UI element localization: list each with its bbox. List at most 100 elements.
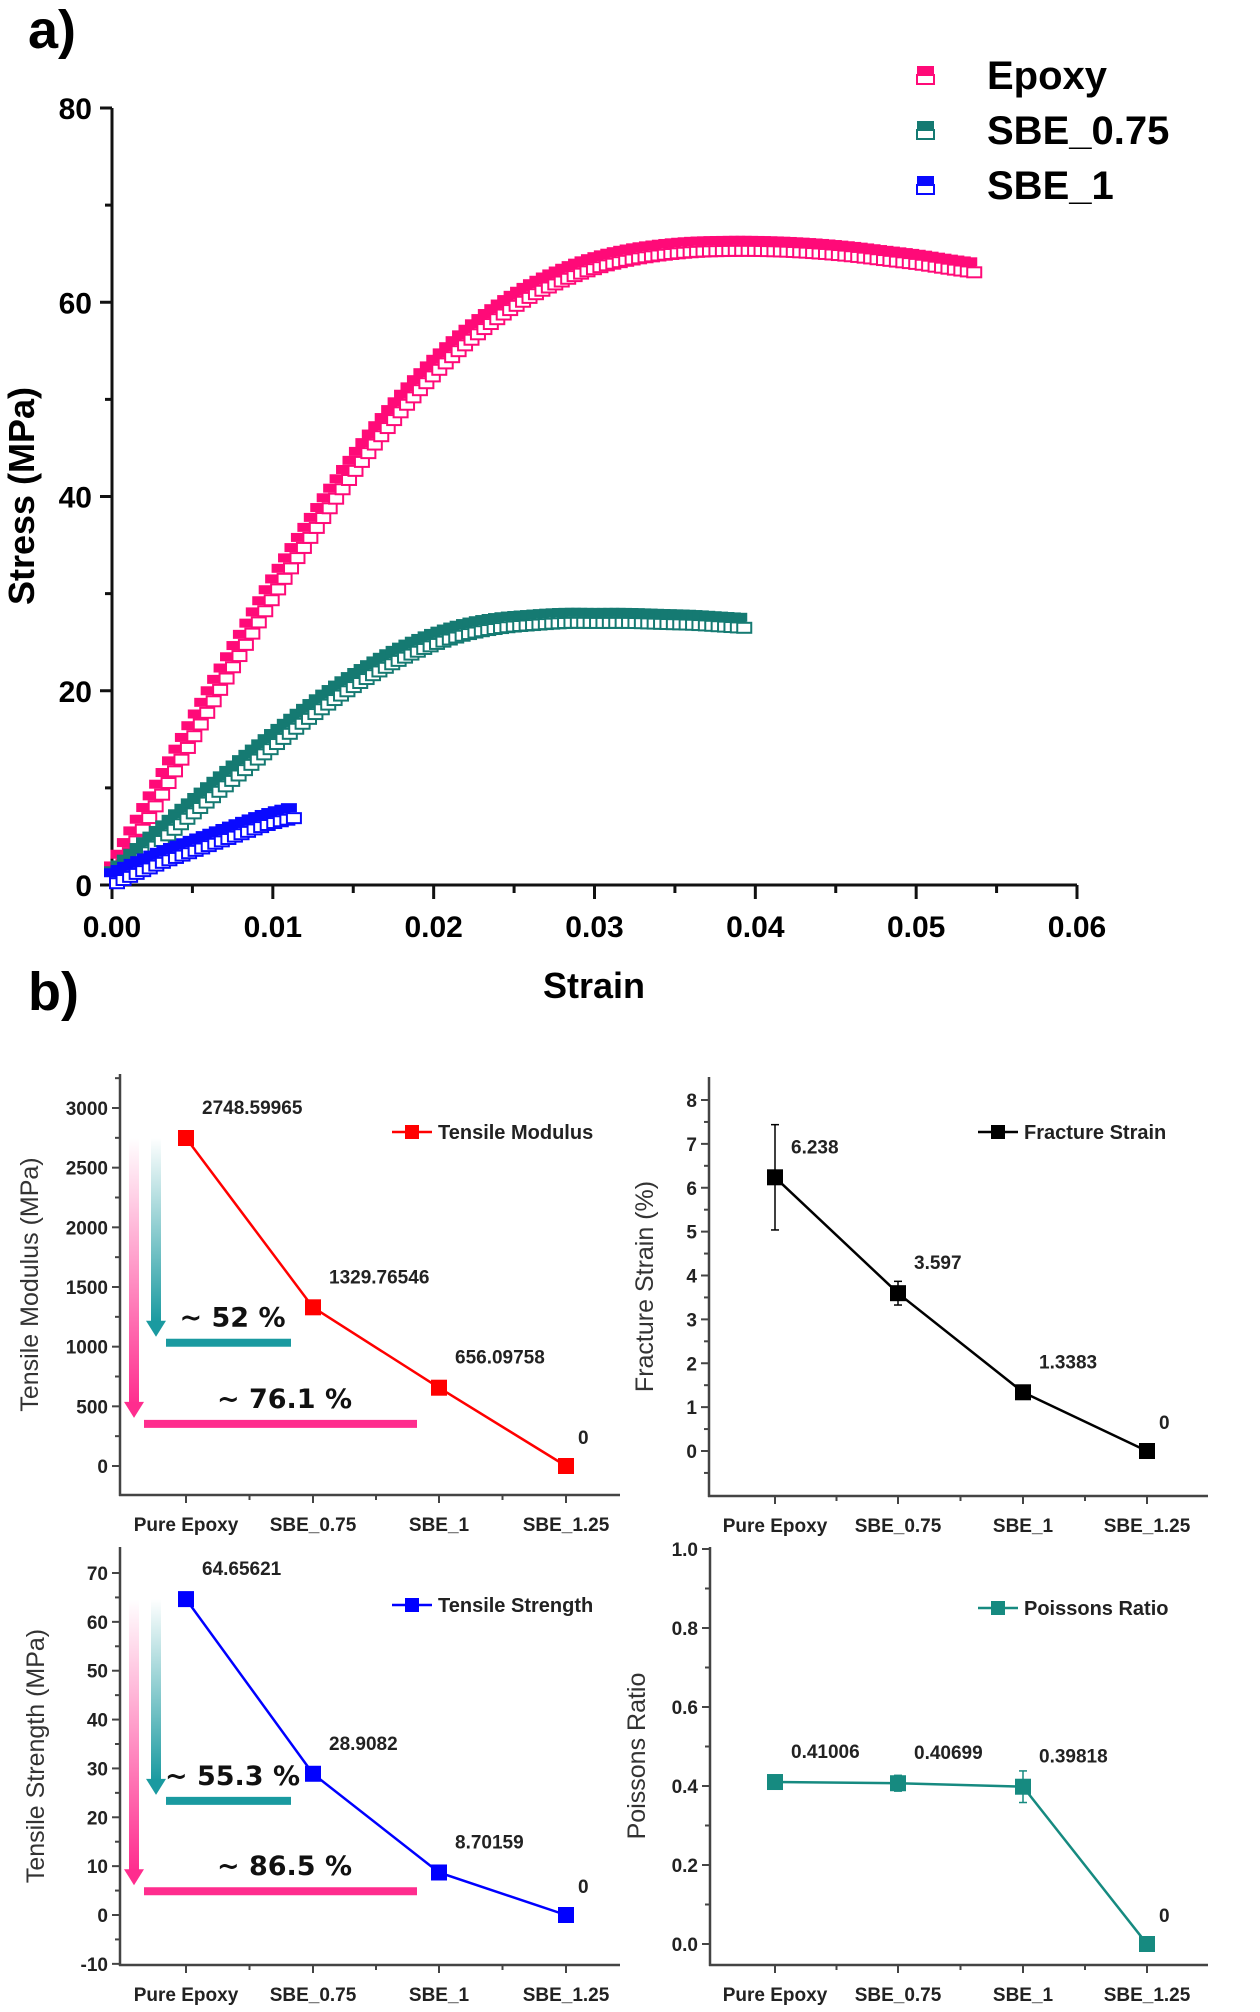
y-tick-label: 2500 xyxy=(66,1159,108,1180)
x-tick-label: 0.00 xyxy=(83,911,141,944)
data-point-marker xyxy=(278,553,295,563)
data-point-marker xyxy=(174,803,191,813)
reduction-bar xyxy=(144,1419,417,1428)
data-point-marker xyxy=(413,368,430,378)
panel-b-label: b) xyxy=(28,962,79,1022)
legend-marker-hollow-1 xyxy=(916,129,935,140)
data-point-marker xyxy=(890,1285,906,1302)
data-point-marker xyxy=(116,838,133,848)
data-point-marker xyxy=(142,791,159,801)
data-point-marker xyxy=(439,342,456,352)
legend-label: Tensile Strength xyxy=(438,1595,593,1617)
data-point-marker xyxy=(238,749,255,759)
poissons-ratio-chart: 0.0 0.2 0.4 0.6 0.8 1.0 Pure Epoxy SBE_0.75 SBE_… xyxy=(623,1540,1208,2006)
data-point-marker xyxy=(200,686,217,696)
data-point-marker xyxy=(110,849,127,859)
arrow-shaft xyxy=(129,1599,139,1872)
data-point-marker xyxy=(464,319,481,329)
reduction-arrow-1: ~ 76.1 % xyxy=(124,1138,417,1428)
data-point-marker-hollow xyxy=(167,765,184,778)
data-point-marker xyxy=(168,809,185,819)
data-point-marker xyxy=(305,1299,321,1316)
y-tick-label: 2000 xyxy=(66,1218,108,1239)
data-point-marker xyxy=(200,782,217,792)
stress-strain-chart: 0 20 40 60 80 0.00 0.01 0.02 0.03 0.04 0.05 0.06 Ep… xyxy=(1,54,1169,1006)
arrow-head-icon xyxy=(124,1401,144,1418)
y-tick-label: 3000 xyxy=(66,1099,108,1120)
data-point-marker-hollow xyxy=(192,718,209,731)
data-point-marker xyxy=(280,803,297,813)
data-point-marker-hollow xyxy=(321,502,338,515)
data-label: 0.41006 xyxy=(791,1742,860,1763)
x-tick-label: 0.06 xyxy=(1048,911,1106,944)
data-point-marker-hollow xyxy=(276,572,293,585)
data-point-marker xyxy=(431,1864,447,1881)
legend-marker xyxy=(405,1125,419,1139)
y-tick-label: 1 xyxy=(686,1398,697,1419)
data-point-marker xyxy=(220,652,237,662)
data-point-marker xyxy=(155,820,172,830)
data-point-marker xyxy=(129,843,146,853)
series-epoxy xyxy=(104,235,983,883)
data-point-marker xyxy=(336,464,353,474)
data-point-marker xyxy=(431,1379,447,1396)
data-point-marker xyxy=(302,699,319,709)
data-point-marker-hollow xyxy=(244,627,261,640)
legend-marker-hollow-2 xyxy=(916,184,935,195)
y-tick-label: 500 xyxy=(76,1397,108,1418)
x-tick-label: 0.05 xyxy=(887,911,945,944)
data-point-marker xyxy=(458,324,475,334)
data-point-marker xyxy=(161,814,178,824)
y-tick-label: 10 xyxy=(87,1857,108,1878)
data-point-marker xyxy=(284,543,301,553)
y-tick-label: 0 xyxy=(686,1442,697,1463)
arrow-head-icon xyxy=(146,1778,166,1795)
data-point-marker xyxy=(257,734,274,744)
panel-a-label: a) xyxy=(28,0,76,60)
data-point-marker xyxy=(315,689,332,699)
data-point-marker xyxy=(1015,1778,1031,1795)
data-point-marker xyxy=(168,744,185,754)
data-point-marker xyxy=(316,493,333,503)
data-label: 0.39818 xyxy=(1039,1747,1108,1768)
y-tick-label: 5 xyxy=(686,1223,697,1244)
data-point-marker xyxy=(890,1775,906,1792)
y-axis-title: Stress (MPa) xyxy=(1,387,42,605)
legend-marker-1 xyxy=(917,121,934,130)
y-axis-title: Tensile Modulus (MPa) xyxy=(16,1157,44,1411)
data-point-marker-hollow xyxy=(302,531,319,544)
x-tick-label: Pure Epoxy xyxy=(723,1985,828,2006)
data-point-marker xyxy=(244,744,261,754)
data-point-marker xyxy=(178,1591,194,1608)
data-point-marker xyxy=(258,585,275,595)
x-tick-label: Pure Epoxy xyxy=(134,1515,239,1536)
series-line xyxy=(774,1176,1148,1453)
data-point-marker xyxy=(245,607,262,617)
data-point-marker xyxy=(348,446,365,456)
data-point-marker xyxy=(1139,1936,1155,1952)
data-point-marker xyxy=(123,826,140,836)
data-point-marker-hollow xyxy=(250,616,267,629)
data-point-marker xyxy=(283,713,300,723)
data-point-marker xyxy=(178,1130,194,1147)
arrow-shaft xyxy=(151,1138,161,1323)
data-label: 0 xyxy=(1159,1413,1170,1434)
reduction-bar xyxy=(144,1887,417,1896)
y-axis-title: Fracture Strain (%) xyxy=(631,1181,659,1392)
data-point-marker xyxy=(226,641,243,651)
y-tick-label: 20 xyxy=(59,676,92,709)
data-point-marker xyxy=(310,503,327,513)
reduction-percent-label: ~ 76.1 % xyxy=(217,1384,352,1415)
reduction-bar xyxy=(166,1338,291,1347)
data-point-marker xyxy=(419,361,436,371)
y-tick-label: 70 xyxy=(87,1564,108,1585)
data-point-marker-hollow xyxy=(225,661,242,674)
data-label: 1329.76546 xyxy=(329,1267,429,1288)
data-point-marker xyxy=(136,803,153,813)
reduction-arrow-0: ~ 55.3 % xyxy=(146,1599,300,1805)
y-tick-label: 0.4 xyxy=(672,1777,699,1798)
arrow-shaft xyxy=(151,1599,161,1781)
data-point-marker-hollow xyxy=(147,800,164,813)
y-tick-label: -10 xyxy=(81,1955,108,1976)
data-label: 1.3383 xyxy=(1039,1352,1097,1373)
